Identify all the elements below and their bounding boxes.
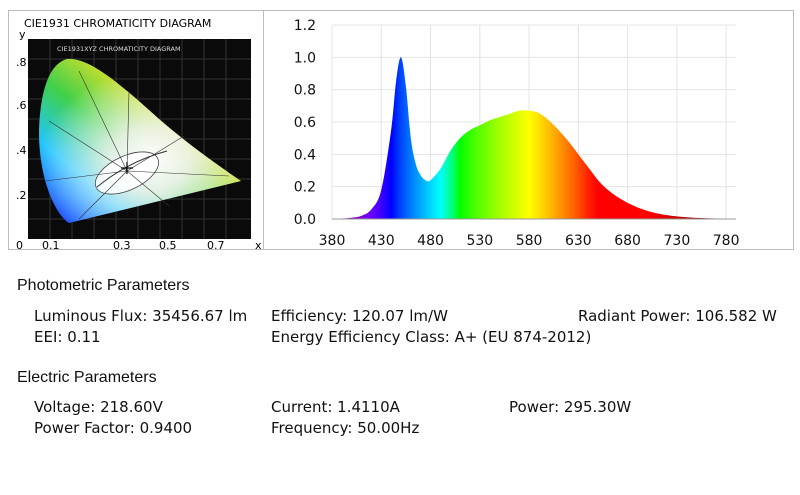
y-tick-label: 0.4 [294,147,316,163]
voltage: Voltage: 218.60V [34,398,163,416]
cie-y-tick: .8 [16,56,27,69]
cie-x-tick: 0.1 [42,239,60,249]
radiant-power: Radiant Power: 106.582 W [578,307,777,325]
spectrum-chart: 0.0 0.2 0.4 0.6 0.8 1.0 1.2 380 430 480 530 580 630 6… [294,18,740,249]
electric-title: Electric Parameters [17,369,157,386]
y-tick-label: 0.0 [294,212,316,228]
cie-y-tick: .4 [16,144,27,157]
cie-panel-title: CIE1931 CHROMATICITY DIAGRAM [24,17,211,30]
cie-white-region [39,58,241,223]
power: Power: 295.30W [509,398,632,416]
cie-diagram: CIE1931 CHROMATICITY DIAGRAM CIE1931XYZ … [16,17,262,252]
cie-x-axis-label: x [255,239,262,249]
cie-y-tick: .2 [16,189,27,202]
cie-region-lines [44,70,230,220]
cie-inner-title: CIE1931XYZ CHROMATICITY DIAGRAM [57,45,181,53]
cie-diagram-panel: CIE1931 CHROMATICITY DIAGRAM CIE1931XYZ … [8,10,264,252]
y-tick-label: 0.8 [294,83,316,99]
spectrum-axes: 0.0 0.2 0.4 0.6 0.8 1.0 1.2 380 430 480 530 580 630 6… [294,18,740,249]
x-tick-label: 530 [466,233,493,249]
current: Current: 1.4110A [271,398,400,416]
cie-y-axis-label: y [19,28,26,41]
x-tick-label: 630 [565,233,592,249]
frequency: Frequency: 50.00Hz [271,419,420,437]
x-tick-label: 480 [417,233,444,249]
power-factor: Power Factor: 0.9400 [34,419,193,437]
x-tick-label: 780 [713,233,740,249]
cie-x-tick: 0 [16,239,23,249]
cie-planckian-locus [96,150,168,188]
spectrum-area [332,57,727,220]
y-tick-label: 1.0 [294,50,316,66]
photometric-title: Photometric Parameters [17,277,190,294]
x-tick-label: 380 [319,233,346,249]
x-tick-label: 730 [664,233,691,249]
y-tick-label: 1.2 [294,18,316,34]
cie-x-tick: 0.7 [207,239,225,249]
luminous-flux: Luminous Flux: 35456.67 lm [34,307,248,325]
cie-x-tick: 0.3 [113,239,131,249]
y-tick-label: 0.2 [294,180,316,196]
cie-y-tick: .6 [16,99,27,112]
x-tick-label: 430 [368,233,395,249]
efficiency: Efficiency: 120.07 lm/W [271,307,448,325]
cie-x-tick: 0.5 [159,239,177,249]
eei: EEI: 0.11 [34,328,101,346]
x-tick-label: 680 [614,233,641,249]
y-tick-label: 0.6 [294,115,316,131]
spectrum-chart-panel: 0.0 0.2 0.4 0.6 0.8 1.0 1.2 380 430 480 530 580 630 6… [264,10,794,250]
energy-efficiency-class: Energy Efficiency Class: A+ (EU 874-2012… [271,328,592,346]
x-tick-label: 580 [516,233,543,249]
